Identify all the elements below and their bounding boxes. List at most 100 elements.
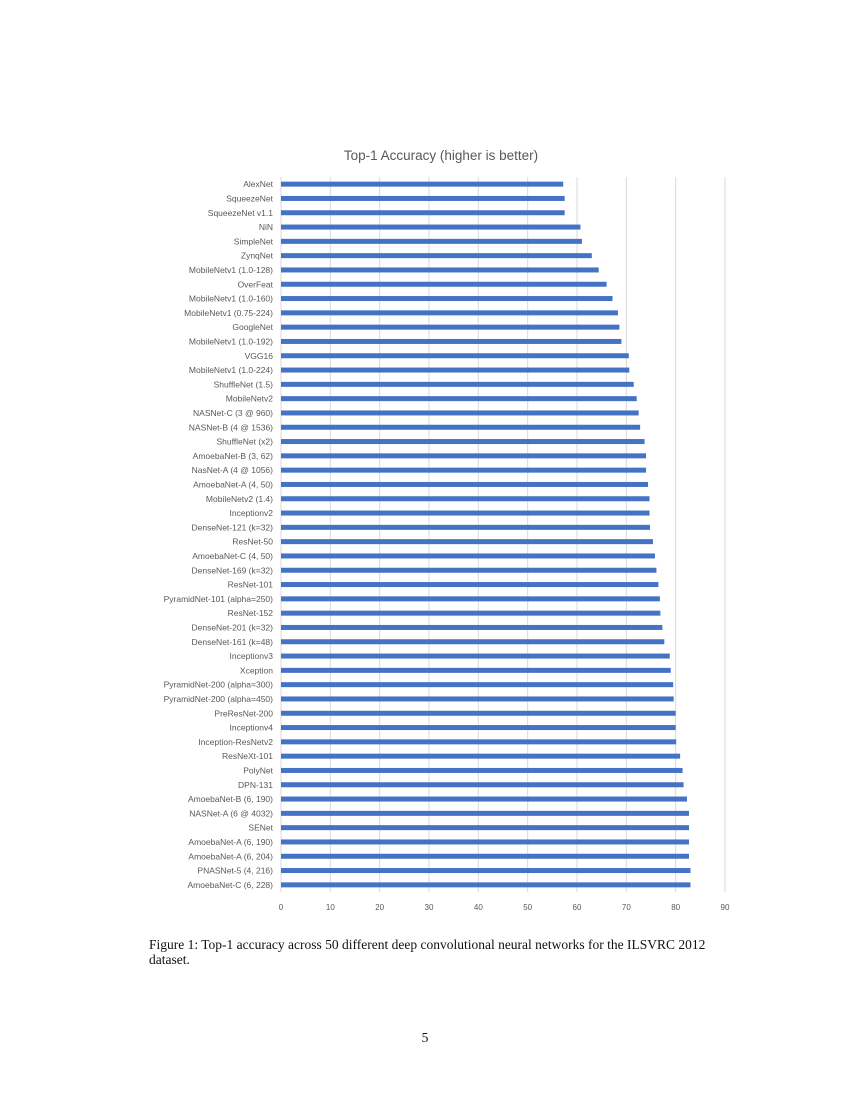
y-category-label: DenseNet-169 (k=32): [191, 565, 273, 575]
y-category-label: PreResNet-200: [214, 708, 273, 718]
bar: [281, 410, 639, 416]
y-category-label: ZynqNet: [241, 251, 274, 261]
y-category-label: PyramidNet-200 (alpha=300): [164, 680, 274, 690]
y-category-label: MobileNetv1 (1.0-160): [189, 294, 273, 304]
y-category-label: PyramidNet-101 (alpha=250): [164, 594, 274, 604]
bar: [281, 710, 676, 716]
bar: [281, 310, 618, 316]
bar: [281, 725, 676, 731]
bar: [281, 467, 647, 473]
bar: [281, 381, 634, 387]
y-category-label: AmoebaNet-B (6, 190): [188, 794, 273, 804]
chart-title: Top-1 Accuracy (higher is better): [344, 148, 538, 163]
bar: [281, 181, 564, 187]
bar: [281, 281, 607, 287]
y-category-label: ResNet-50: [232, 537, 273, 547]
bar: [281, 610, 661, 616]
y-category-label: ResNeXt-101: [222, 751, 273, 761]
bar: [281, 324, 620, 330]
bar: [281, 296, 613, 302]
y-category-label: ShuffleNet (x2): [216, 437, 273, 447]
figure-caption: Figure 1: Top-1 accuracy across 50 diffe…: [149, 937, 706, 967]
bar: [281, 439, 645, 445]
x-tick-label: 30: [425, 903, 434, 912]
bar: [281, 624, 663, 630]
y-category-label: MobileNetv1 (0.75-224): [184, 308, 273, 318]
y-category-label: DenseNet-201 (k=32): [191, 622, 273, 632]
bar: [281, 810, 689, 816]
bar: [281, 796, 688, 802]
y-category-label: AmoebaNet-C (6, 228): [187, 880, 273, 890]
y-category-label: AmoebaNet-C (4, 50): [192, 551, 273, 561]
y-category-label: PNASNet-5 (4, 216): [197, 866, 273, 876]
bar: [281, 224, 581, 230]
x-tick-label: 20: [375, 903, 384, 912]
y-category-label: MobileNetv2: [226, 394, 274, 404]
bar: [281, 825, 689, 831]
y-category-label: NASNet-B (4 @ 1536): [189, 422, 273, 432]
bar: [281, 367, 630, 373]
bar: [281, 639, 665, 645]
y-category-label: Inception-ResNetv2: [198, 737, 273, 747]
y-category-label: MobileNetv1 (1.0-192): [189, 336, 273, 346]
y-category-label: AmoebaNet-A (6, 204): [188, 851, 273, 861]
bar: [281, 510, 650, 516]
bar: [281, 553, 655, 559]
bar: [281, 539, 653, 545]
y-category-label: SimpleNet: [234, 236, 274, 246]
y-category-label: GoogleNet: [232, 322, 273, 332]
y-category-label: MobileNetv1 (1.0-224): [189, 365, 273, 375]
bar: [281, 524, 651, 530]
bar: [281, 868, 691, 874]
y-category-label: DPN-131: [238, 780, 273, 790]
bar: [281, 353, 629, 359]
y-category-label: NiN: [259, 222, 273, 232]
bar-chart: Top-1 Accuracy (higher is better) AlexNe…: [164, 148, 730, 912]
y-category-label: Inceptionv2: [230, 508, 274, 518]
bar: [281, 753, 681, 759]
y-category-label: VGG16: [245, 351, 274, 361]
bar: [281, 739, 677, 745]
y-category-label: SqueezeNet v1.1: [208, 208, 273, 218]
x-tick-label: 90: [721, 903, 730, 912]
y-category-label: NASNet-A (6 @ 4032): [189, 808, 273, 818]
bar: [281, 667, 671, 673]
y-category-label: Xception: [240, 665, 273, 675]
bar: [281, 210, 565, 216]
bar: [281, 396, 637, 402]
x-tick-label: 50: [523, 903, 532, 912]
y-category-label: DenseNet-121 (k=32): [191, 522, 273, 532]
bar: [281, 267, 599, 273]
bar: [281, 582, 659, 588]
y-category-label: MobileNetv2 (1.4): [206, 494, 273, 504]
x-tick-label: 10: [326, 903, 335, 912]
bar: [281, 338, 622, 344]
y-category-label: PolyNet: [243, 765, 273, 775]
y-category-label: AmoebaNet-B (3, 62): [193, 451, 273, 461]
bar: [281, 696, 674, 702]
bar: [281, 238, 582, 244]
bar: [281, 453, 647, 459]
x-tick-label: 80: [671, 903, 680, 912]
bar: [281, 653, 670, 659]
y-category-label: NasNet-A (4 @ 1056): [192, 465, 274, 475]
y-category-label: ResNet-152: [228, 608, 274, 618]
bar: [281, 853, 689, 859]
bar: [281, 567, 657, 573]
y-category-label: PyramidNet-200 (alpha=450): [164, 694, 274, 704]
bar: [281, 253, 592, 259]
y-category-label: SqueezeNet: [226, 193, 273, 203]
bar: [281, 424, 641, 430]
y-category-label: OverFeat: [238, 279, 274, 289]
bar: [281, 682, 674, 688]
x-tick-label: 60: [573, 903, 582, 912]
y-category-label: AmoebaNet-A (6, 190): [188, 837, 273, 847]
y-category-label: MobileNetv1 (1.0-128): [189, 265, 273, 275]
bar: [281, 481, 649, 487]
bar: [281, 195, 565, 201]
y-category-label: NASNet-C (3 @ 960): [193, 408, 273, 418]
y-category-label: Inceptionv4: [230, 723, 274, 733]
bar: [281, 767, 683, 773]
page-number: 5: [421, 1030, 429, 1045]
y-category-label: DenseNet-161 (k=48): [191, 637, 273, 647]
